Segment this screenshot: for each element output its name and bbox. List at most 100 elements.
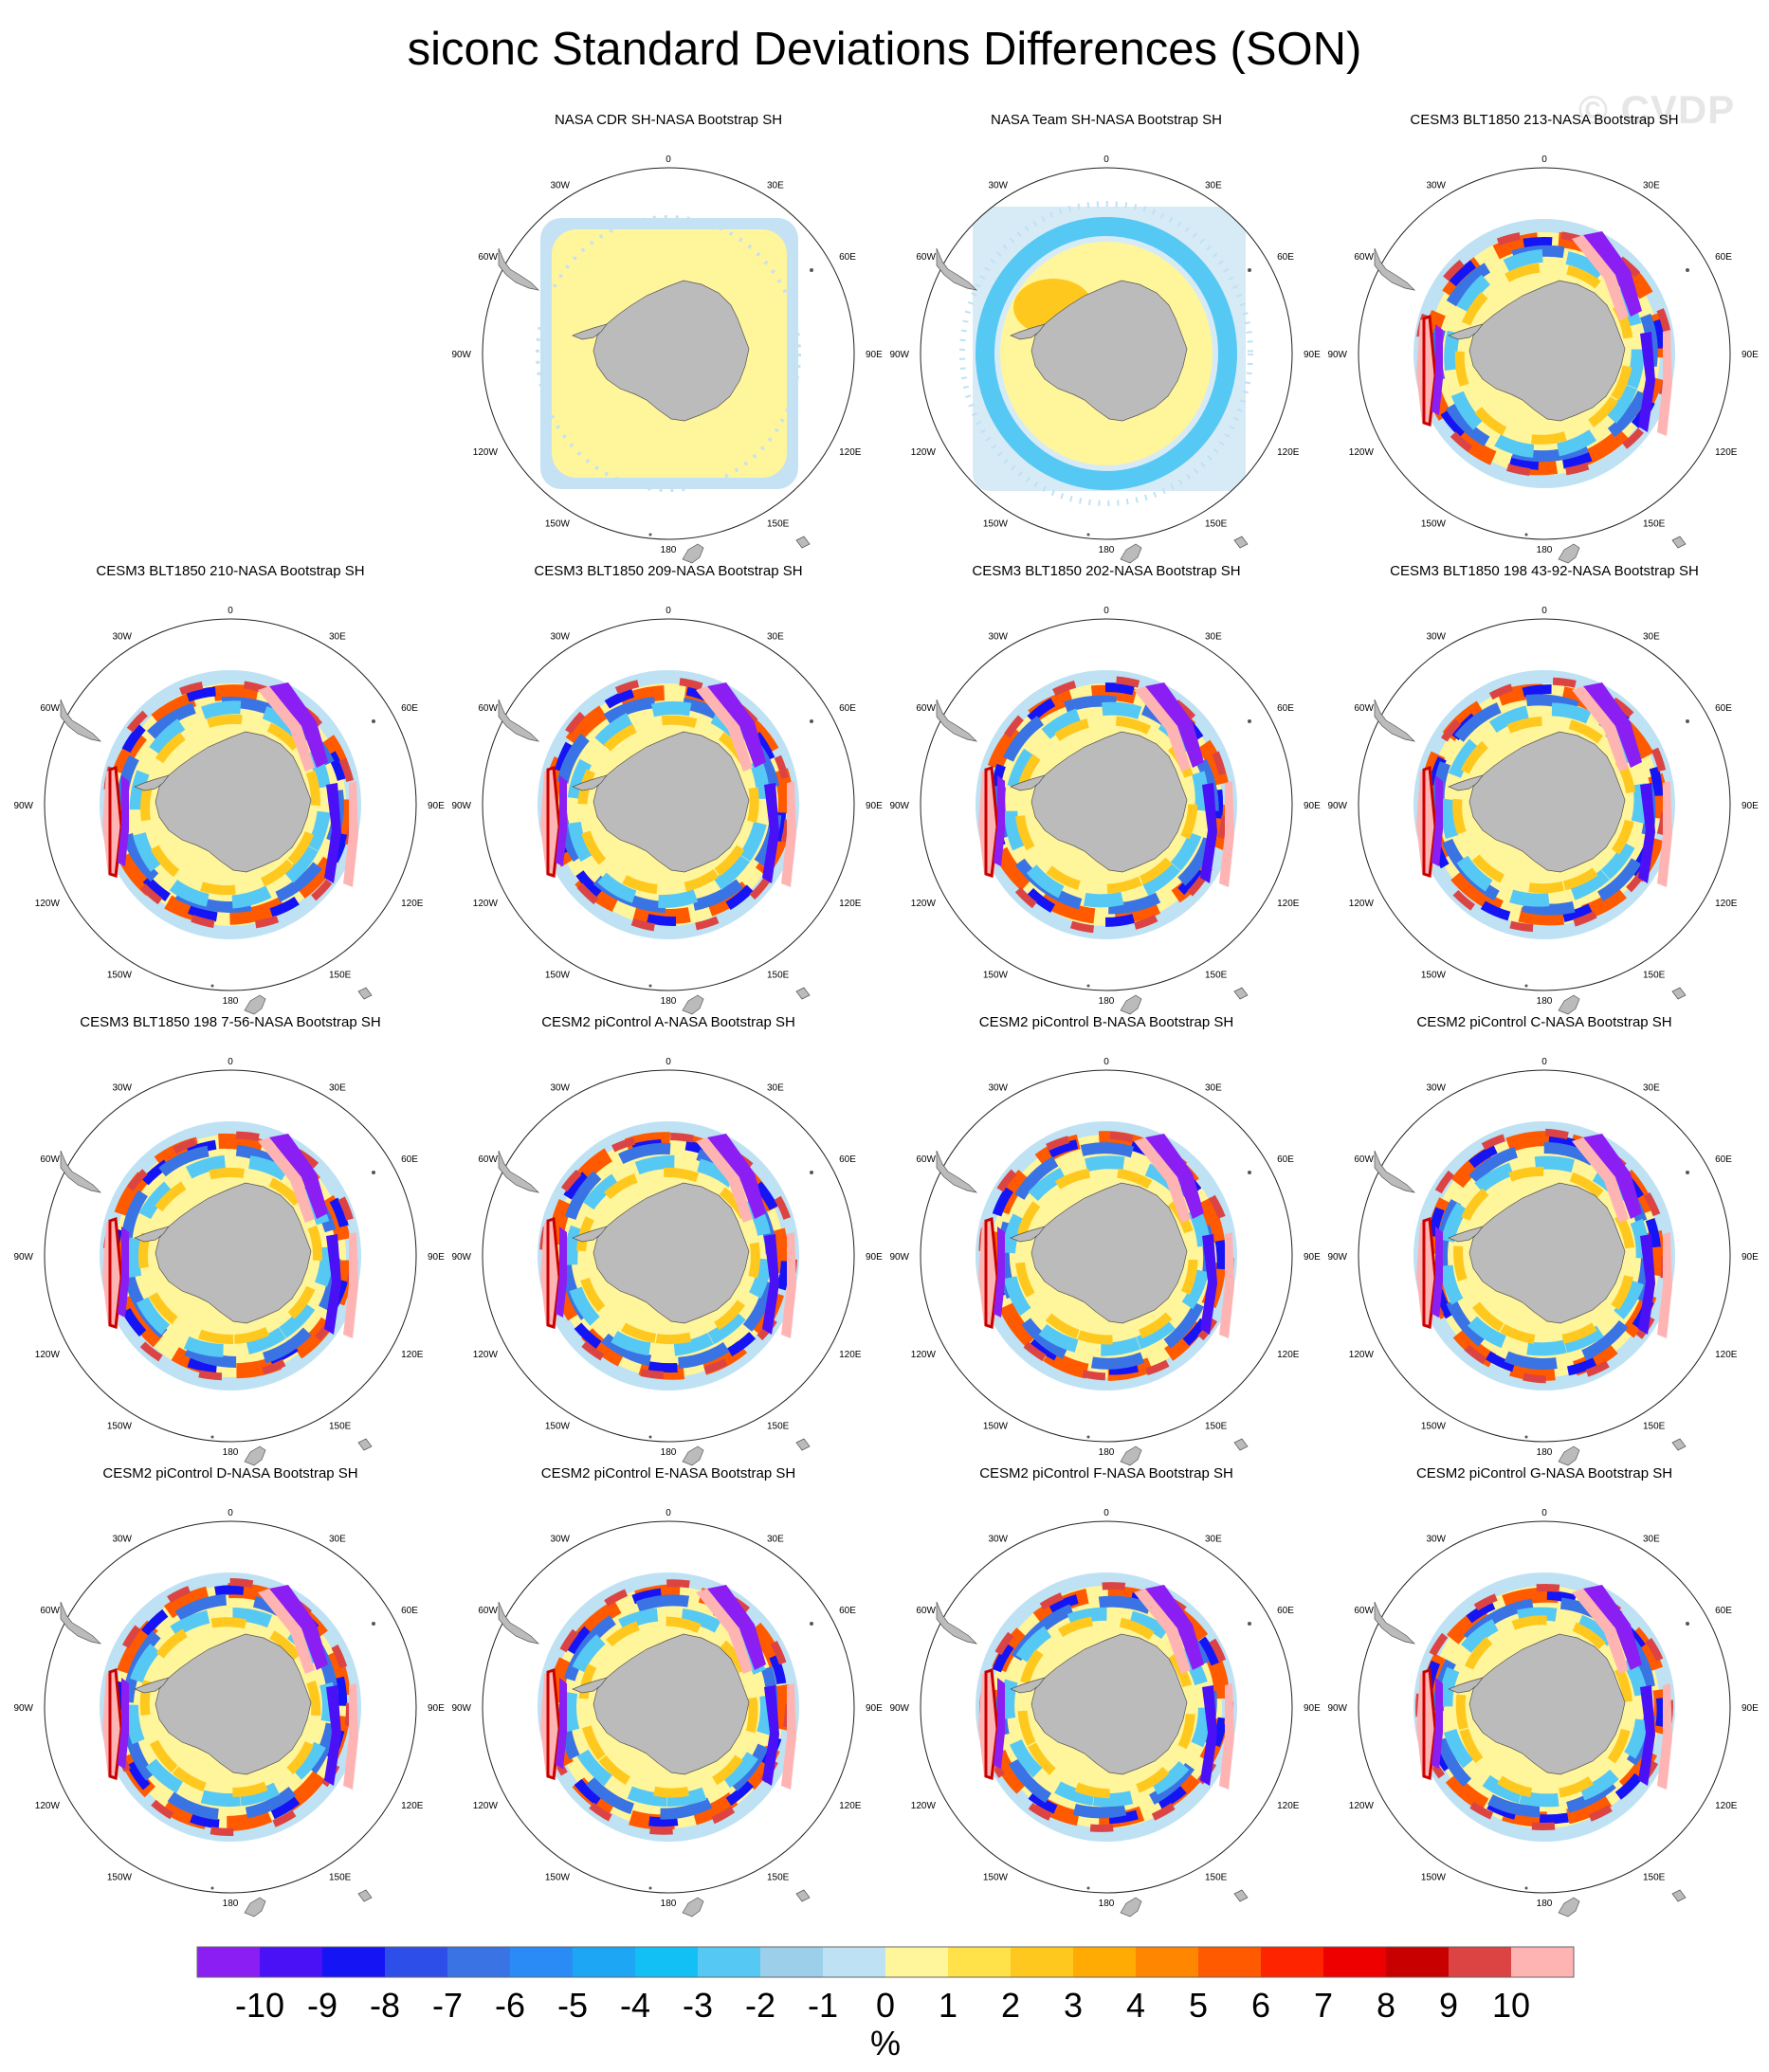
lon-label: 120W (1349, 447, 1375, 458)
lon-label: 60E (1277, 703, 1294, 714)
map-panel: CESM2 piControl A-NASA Bootstrap SH 0 30E 6… (449, 1014, 887, 1466)
lon-label: 0 (228, 606, 233, 616)
lon-label: 180 (1099, 996, 1115, 1007)
colorbar-tick-label: -10 (235, 1986, 284, 2025)
lon-label: 150W (1421, 970, 1447, 980)
lon-label: 0 (1541, 154, 1547, 165)
lon-label: 150E (1205, 1872, 1228, 1882)
lon-label: 30E (1205, 632, 1222, 643)
lon-label: 180 (223, 996, 239, 1007)
lon-label: 60W (478, 1606, 498, 1616)
lon-label: 60E (839, 252, 856, 263)
lon-label: 150E (767, 1421, 790, 1431)
colorbar-tick-label: -2 (745, 1986, 775, 2025)
lon-label: 60W (40, 1154, 60, 1165)
lon-label: 30E (767, 1083, 784, 1094)
lon-label: 90E (1304, 1703, 1321, 1714)
lon-label: 150W (1421, 1872, 1447, 1882)
colorbar-tick-label: -5 (557, 1986, 588, 2025)
lon-label: 60W (478, 252, 498, 263)
lon-label: 90E (1742, 350, 1759, 360)
lon-label: 30E (1643, 632, 1660, 643)
lon-label: 60E (839, 1154, 856, 1165)
lon-label: 60E (401, 703, 418, 714)
polar-map: 0 30E 60E 90E 120E 150E 180 150W 120W 90W 60W 30W (451, 606, 883, 1015)
lon-label: 0 (1103, 606, 1109, 616)
lon-label: 30W (550, 1083, 570, 1094)
lon-label: 90E (428, 1252, 445, 1263)
lon-label: 90W (13, 1703, 33, 1714)
lon-label: 90E (1742, 1703, 1759, 1714)
lon-label: 0 (1103, 1508, 1109, 1518)
lon-label: 30E (767, 1535, 784, 1545)
map-panel: CESM2 piControl D-NASA Bootstrap SH 0 30E 6… (11, 1465, 449, 1918)
colorbar-swatch (885, 1947, 949, 1977)
lon-label: 30E (767, 632, 784, 643)
lon-label: 150W (1421, 1421, 1447, 1431)
lon-label: 30W (1426, 632, 1446, 643)
polar-map: 0 30E 60E 90E 120E 150E 180 150W 120W 90W 60W 30W (451, 1057, 883, 1466)
lon-label: 120E (1715, 899, 1738, 909)
lon-label: 120E (839, 447, 862, 458)
lon-label: 150E (767, 518, 790, 529)
lon-label: 150E (1205, 970, 1228, 980)
lon-label: 60E (1277, 1154, 1294, 1165)
lon-label: 120W (35, 899, 61, 909)
lon-label: 120W (1349, 899, 1375, 909)
colorbar-tick-label: 9 (1439, 1986, 1458, 2025)
lon-label: 120W (473, 1350, 499, 1360)
lon-label: 60E (839, 1606, 856, 1616)
lon-label: 120E (1715, 447, 1738, 458)
colorbar-tick-label: 3 (1064, 1986, 1083, 2025)
lon-label: 30E (1205, 1535, 1222, 1545)
colorbar-swatch (1386, 1947, 1450, 1977)
lon-label: 90W (13, 1252, 33, 1263)
colorbar-tick-label: -9 (307, 1986, 337, 2025)
colorbar-swatch (322, 1947, 386, 1977)
lon-label: 180 (661, 1447, 677, 1458)
colorbar-tick-label: 10 (1492, 1986, 1530, 2025)
lon-label: 90W (451, 801, 471, 811)
lon-label: 180 (1537, 996, 1553, 1007)
polar-map: 0 30E 60E 90E 120E 150E 180 150W 120W 90W 60W 30W (13, 1057, 445, 1466)
panel-title: CESM2 piControl G-NASA Bootstrap SH (1415, 1465, 1673, 1481)
figure-title: siconc Standard Deviations Differences (… (407, 24, 1362, 75)
lon-label: 30E (329, 1083, 346, 1094)
lon-label: 120E (401, 1801, 424, 1811)
lon-label: 180 (1537, 545, 1553, 555)
lon-label: 60E (1715, 703, 1732, 714)
map-panel: CESM2 piControl C-NASA Bootstrap SH 0 30E 6… (1325, 1014, 1763, 1466)
lon-label: 90W (451, 1252, 471, 1263)
polar-map: 0 30E 60E 90E 120E 150E 180 150W 120W 90W 60W 30W (451, 154, 883, 564)
colorbar-tick-label: 2 (1001, 1986, 1020, 2025)
lon-label: 120W (1349, 1801, 1375, 1811)
lon-label: 150W (983, 1421, 1009, 1431)
lon-label: 60W (916, 1154, 936, 1165)
panel-title: CESM3 BLT1850 198 43-92-NASA Bootstrap S… (1390, 563, 1699, 579)
panel-title: CESM2 piControl C-NASA Bootstrap SH (1416, 1014, 1672, 1030)
colorbar-swatch (635, 1947, 699, 1977)
lon-label: 0 (666, 1508, 671, 1518)
polar-map: 0 30E 60E 90E 120E 150E 180 150W 120W 90W 60W 30W (889, 154, 1321, 564)
polar-map: 0 30E 60E 90E 120E 150E 180 150W 120W 90W 60W 30W (1327, 606, 1759, 1015)
colorbar-tick-label: 7 (1314, 1986, 1333, 2025)
lon-label: 180 (223, 1447, 239, 1458)
colorbar-swatch (573, 1947, 636, 1977)
lon-label: 120W (911, 1801, 937, 1811)
lon-label: 90W (889, 350, 909, 360)
lon-label: 150E (767, 970, 790, 980)
panel-title: CESM2 piControl F-NASA Bootstrap SH (979, 1465, 1233, 1481)
lon-label: 90W (451, 350, 471, 360)
panel-title: CESM3 BLT1850 202-NASA Bootstrap SH (972, 563, 1241, 579)
lon-label: 120W (35, 1350, 61, 1360)
lon-label: 120E (839, 1350, 862, 1360)
lon-label: 180 (223, 1899, 239, 1909)
polar-map: 0 30E 60E 90E 120E 150E 180 150W 120W 90W 60W 30W (1327, 1057, 1759, 1466)
lon-label: 60E (401, 1606, 418, 1616)
lon-label: 180 (1099, 1447, 1115, 1458)
lon-label: 0 (1541, 1057, 1547, 1067)
lon-label: 150W (107, 1872, 133, 1882)
lon-label: 150W (983, 518, 1009, 529)
lon-label: 60W (40, 703, 60, 714)
lon-label: 30W (1426, 1083, 1446, 1094)
